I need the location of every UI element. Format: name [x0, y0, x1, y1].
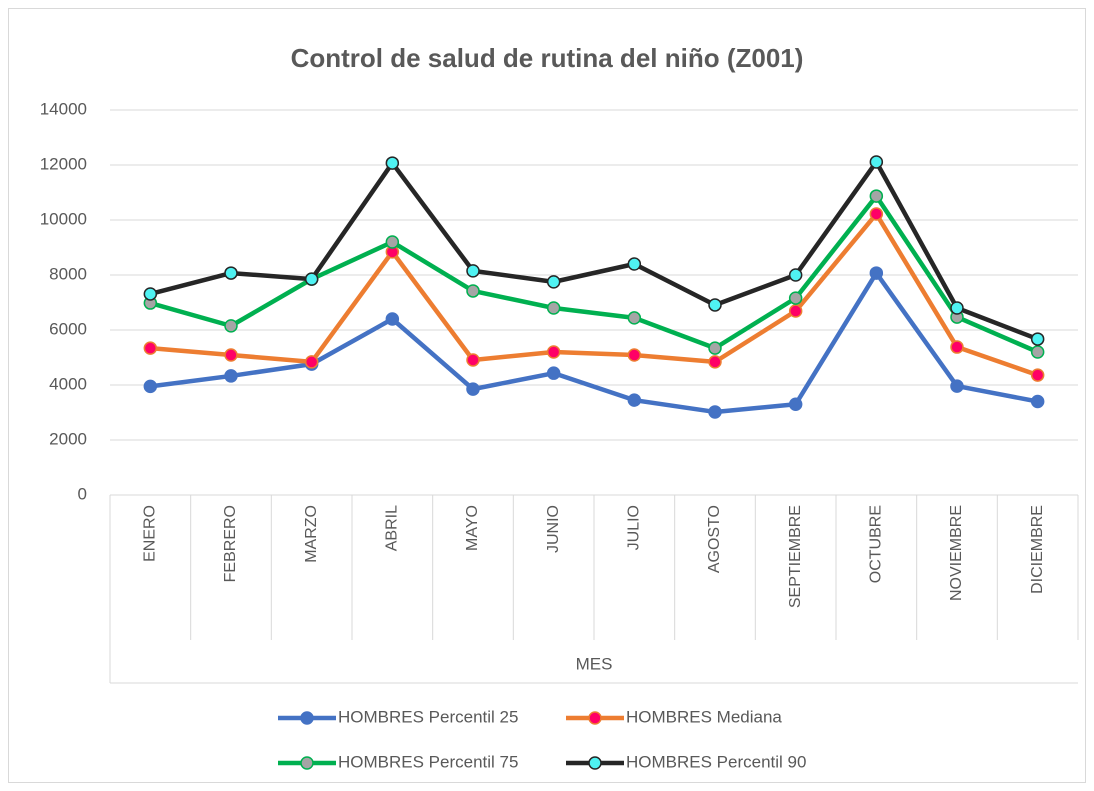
x-tick-label: NOVIEMBRE [948, 505, 965, 601]
y-tick-label: 4000 [49, 374, 87, 393]
point-marker [869, 189, 884, 203]
point-marker [304, 272, 319, 286]
legend-label: HOMBRES Percentil 75 [338, 752, 518, 771]
point-marker [788, 397, 803, 411]
point-marker [143, 379, 158, 394]
point-marker [546, 366, 561, 380]
point-marker [1030, 368, 1045, 382]
y-tick-label: 0 [78, 484, 87, 503]
y-tick-label: 10000 [40, 209, 87, 228]
point-marker [546, 301, 561, 315]
point-marker [143, 341, 158, 355]
point-marker [788, 268, 803, 282]
point-marker [627, 257, 642, 271]
series-line [149, 159, 1039, 342]
point-marker [1030, 345, 1045, 359]
legend-marker [588, 711, 602, 725]
point-marker [224, 348, 238, 362]
x-tick-label: MAYO [464, 505, 481, 551]
chart-border [8, 8, 1086, 783]
point-marker [224, 266, 238, 280]
point-marker [708, 341, 722, 355]
legend-marker [300, 756, 314, 770]
y-tick-label: 14000 [40, 99, 87, 118]
x-tick-label: ABRIL [384, 505, 401, 551]
point-marker [627, 311, 642, 325]
y-tick-label: 2000 [49, 429, 87, 448]
point-marker [385, 312, 400, 326]
point-marker [950, 301, 964, 315]
point-marker [466, 382, 480, 396]
point-marker [304, 355, 319, 369]
point-marker [950, 379, 964, 393]
series-line [149, 193, 1039, 355]
point-marker [869, 155, 884, 169]
series-line [150, 270, 1039, 415]
point-marker [224, 369, 238, 383]
point-marker [950, 340, 964, 354]
point-marker [466, 264, 480, 278]
legend-label: HOMBRES Percentil 25 [338, 707, 518, 726]
point-marker [143, 287, 158, 301]
point-marker [1030, 332, 1045, 346]
point-marker [627, 393, 642, 407]
x-tick-label: JULIO [626, 505, 643, 550]
x-tick-label: AGOSTO [706, 505, 723, 573]
y-tick-label: 8000 [49, 264, 87, 283]
y-tick-label: 6000 [49, 319, 87, 338]
y-tick-label: 12000 [40, 154, 87, 173]
legend-label: HOMBRES Percentil 90 [626, 752, 806, 771]
point-marker [788, 304, 803, 318]
point-marker [466, 284, 480, 298]
x-tick-label: JUNIO [545, 505, 562, 553]
legend-label: HOMBRES Mediana [626, 707, 782, 726]
x-tick-label: DICIEMBRE [1029, 505, 1046, 594]
point-marker [627, 348, 642, 362]
point-marker [466, 353, 480, 367]
point-marker [385, 235, 400, 249]
point-marker [546, 345, 561, 359]
x-axis-label: MES [576, 654, 613, 673]
legend-marker [588, 756, 602, 770]
point-marker [1030, 394, 1045, 409]
series-line [150, 211, 1039, 378]
chart-title: Control de salud de rutina del niño (Z00… [291, 43, 804, 73]
x-tick-label: FEBRERO [222, 505, 239, 582]
point-marker [869, 207, 884, 221]
point-marker [224, 319, 238, 333]
x-tick-label: ENERO [142, 505, 159, 562]
point-marker [708, 298, 722, 312]
point-marker [708, 405, 722, 419]
legend-marker [300, 711, 314, 725]
x-tick-label: OCTUBRE [868, 505, 885, 583]
point-marker [869, 266, 884, 280]
point-marker [708, 355, 722, 369]
point-marker [385, 156, 400, 170]
x-tick-label: MARZO [303, 505, 320, 563]
x-tick-label: SEPTIEMBRE [787, 505, 804, 608]
point-marker [546, 275, 561, 289]
point-marker [788, 291, 803, 305]
